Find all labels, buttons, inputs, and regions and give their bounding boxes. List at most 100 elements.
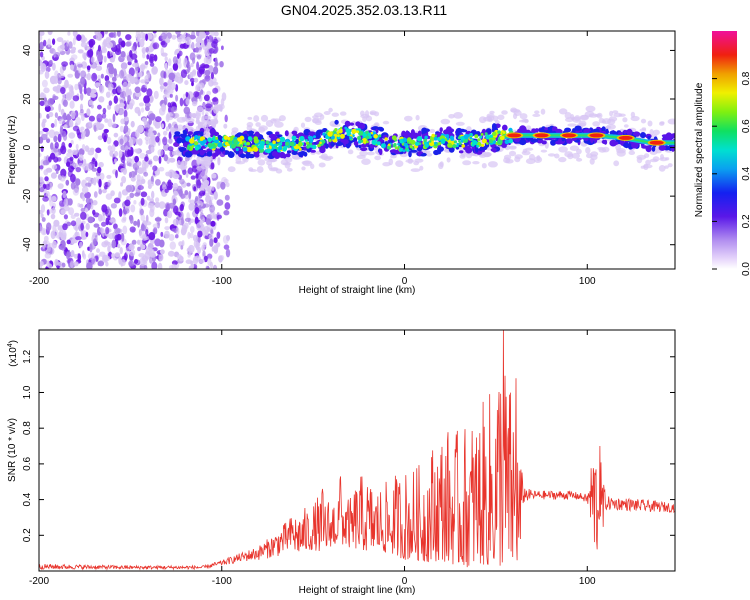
noise-dot [109, 83, 114, 90]
ridge-core-dot [381, 143, 385, 148]
ridge-core-dot [458, 140, 461, 143]
noise-dot [191, 41, 195, 51]
ridge-band-dot [206, 151, 213, 157]
noise-dot [152, 42, 160, 50]
ridge-hotspot [649, 140, 664, 145]
noise-dot [54, 112, 59, 118]
noise-dot [213, 191, 218, 200]
noise-dot [39, 165, 44, 170]
ridge-core-dot [479, 135, 483, 139]
noise-dot [144, 102, 151, 108]
ridge-halo-dot [366, 151, 375, 156]
ridge-halo-dot [660, 154, 664, 160]
noise-dot [119, 91, 124, 98]
ridge-band-dot [271, 151, 279, 157]
noise-dot [137, 161, 142, 167]
ridge-halo-dot [569, 145, 580, 151]
noise-dot [129, 50, 133, 58]
noise-dot [51, 195, 57, 202]
ridge-halo-dot [649, 129, 654, 136]
ridge-core-dot [471, 143, 475, 147]
noise-dot [95, 65, 103, 71]
ridge-band-dot [187, 131, 193, 136]
ridge-core-dot [370, 131, 374, 135]
ridge-core-dot [358, 130, 364, 136]
noise-dot [60, 232, 67, 238]
ridge-core-dot [414, 141, 420, 146]
noise-dot [54, 76, 58, 84]
noise-dot [187, 231, 191, 240]
noise-dot [39, 176, 44, 183]
ridge-core-dot [278, 142, 283, 146]
ridge-halo-dot [176, 116, 187, 123]
ridge-core-dot [344, 126, 348, 130]
noise-dot [199, 212, 204, 220]
noise-dot [152, 223, 159, 229]
ridge-band-dot [590, 137, 594, 144]
noise-dot [77, 253, 82, 262]
noise-dot [132, 62, 139, 68]
ridge-core-dot [285, 141, 290, 146]
ridge-band-dot [308, 131, 316, 136]
ridge-halo-dot [419, 165, 424, 171]
ridge-halo-dot [636, 156, 643, 164]
noise-dot [120, 118, 126, 125]
ridge-core-dot [361, 138, 368, 144]
noise-dot [171, 106, 175, 114]
ridge-band-dot [626, 128, 633, 136]
ridge-core-dot [291, 135, 297, 141]
noise-dot [225, 182, 230, 188]
noise-dot [154, 201, 161, 208]
noise-dot [67, 31, 71, 36]
noise-dot [94, 152, 98, 160]
noise-dot [97, 135, 103, 141]
noise-dot [52, 62, 56, 71]
noise-dot [107, 50, 111, 59]
snr-x-tick-label: -200 [29, 576, 49, 587]
figure-title: GN04.2025.352.03.13.R11 [281, 2, 448, 18]
noise-dot [98, 96, 105, 103]
ridge-halo-dot [172, 128, 182, 132]
noise-dot [80, 126, 85, 131]
noise-dot [81, 113, 85, 122]
ridge-halo-dot [266, 160, 273, 166]
spectrogram-y-tick-label: -40 [22, 237, 33, 252]
ridge-halo-dot [534, 110, 540, 114]
ridge-core-dot [508, 138, 513, 144]
ridge-band-dot [583, 137, 589, 141]
ridge-halo-dot [405, 159, 415, 163]
ridge-halo-dot [326, 155, 334, 160]
ridge-halo-dot [446, 157, 451, 163]
ridge-core-dot [492, 131, 497, 136]
ridge-core-dot [373, 134, 378, 139]
ridge-band-dot [551, 126, 558, 133]
noise-dot [133, 49, 137, 55]
noise-dot [144, 61, 149, 65]
noise-dot [112, 88, 117, 95]
ridge-band-dot [446, 126, 452, 133]
ridge-halo-dot [602, 118, 612, 125]
noise-dot [149, 158, 153, 168]
noise-dot [73, 261, 79, 267]
noise-dot [46, 244, 51, 253]
ridge-core-dot [402, 149, 406, 153]
noise-dot [205, 103, 212, 109]
ridge-core-dot [489, 134, 493, 138]
ridge-core-dot [204, 144, 208, 148]
ridge-band-dot [353, 137, 358, 143]
ridge-core-dot [481, 143, 485, 147]
noise-dot [130, 204, 136, 213]
noise-dot [144, 161, 149, 169]
snr-series-line [39, 330, 675, 571]
noise-dot [125, 73, 133, 82]
noise-dot [131, 239, 137, 245]
noise-dot [41, 121, 46, 128]
ridge-halo-dot [472, 161, 480, 165]
ridge-core-dot [406, 149, 410, 152]
noise-dot [152, 31, 157, 34]
snr-y-tick-label: 0.2 [22, 528, 33, 542]
noise-dot [159, 77, 164, 86]
noise-dot [114, 158, 117, 163]
noise-dot [62, 190, 67, 199]
